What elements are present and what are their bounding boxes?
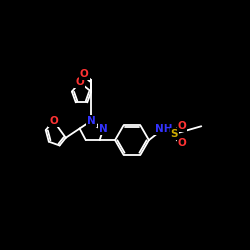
Text: S: S	[170, 129, 178, 139]
Text: NH: NH	[155, 124, 172, 134]
Text: O: O	[80, 69, 88, 79]
Text: N: N	[99, 124, 108, 134]
Text: N: N	[87, 116, 96, 126]
Text: O: O	[178, 121, 186, 131]
Text: O: O	[75, 77, 84, 87]
Text: O: O	[178, 138, 186, 148]
Text: O: O	[49, 116, 58, 126]
